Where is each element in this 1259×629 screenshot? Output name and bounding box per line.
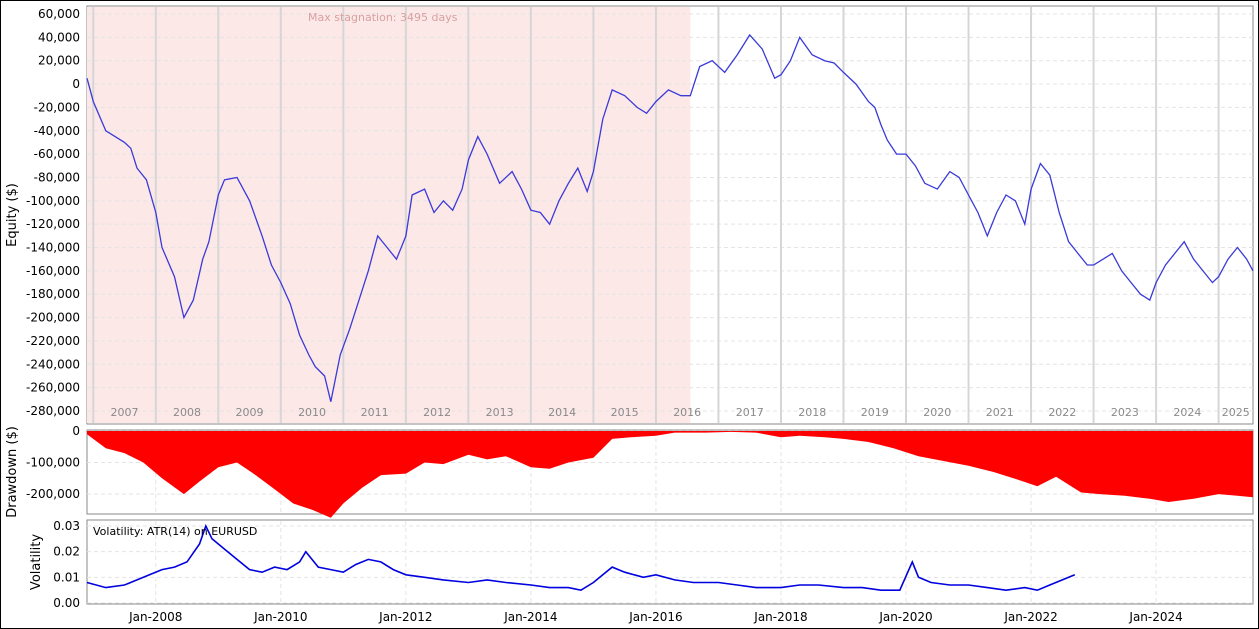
equity-panel: 2007 2008 2009 2010 2011 2012 2013 2014 2015 2016… — [5, 5, 1254, 425]
year-label: 2016 — [673, 406, 701, 419]
date-x-tick-label: Jan-2024 — [1128, 610, 1182, 624]
equity-grid — [87, 7, 1253, 423]
year-label: 2015 — [611, 406, 639, 419]
equity-y-label: Equity ($) — [5, 183, 20, 247]
volatility-y-tick-label: 0.03 — [53, 519, 80, 533]
drawdown-panel: 0 -100,000 -200,000 Drawdown ($) — [5, 424, 1254, 518]
date-x-tick-label: Jan-2010 — [253, 610, 307, 624]
date-x-tick-label: Jan-2014 — [503, 610, 557, 624]
volatility-grid — [87, 521, 1253, 604]
equity-y-tick-label: -120,000 — [26, 217, 80, 231]
drawdown-y-tick-label: 0 — [72, 424, 80, 438]
year-label: 2020 — [923, 406, 951, 419]
volatility-label: Volatility: ATR(14) on EURUSD — [93, 525, 257, 538]
date-x-tick-label: Jan-2012 — [378, 610, 432, 624]
equity-y-tick-label: -260,000 — [26, 381, 80, 395]
date-x-tick-label: Jan-2018 — [753, 610, 807, 624]
drawdown-area — [87, 431, 1253, 518]
volatility-y-tick-label: 0.00 — [53, 596, 80, 610]
year-label: 2012 — [423, 406, 451, 419]
equity-y-tick-label: 0 — [72, 77, 80, 91]
year-label: 2009 — [236, 406, 264, 419]
volatility-line — [86, 523, 1076, 592]
equity-y-tick-label: -80,000 — [34, 170, 80, 184]
date-x-tick-label: Jan-2008 — [128, 610, 182, 624]
drawdown-y-ticks: 0 -100,000 -200,000 — [26, 424, 80, 501]
equity-y-tick-label: -240,000 — [26, 357, 80, 371]
drawdown-y-label: Drawdown ($) — [5, 426, 20, 518]
equity-line — [86, 33, 1254, 402]
volatility-y-ticks: 0.03 0.02 0.01 0.00 — [53, 519, 80, 610]
equity-y-tick-label: -100,000 — [26, 194, 80, 208]
year-label: 2023 — [1111, 406, 1139, 419]
year-label: 2008 — [173, 406, 201, 419]
equity-y-tick-label: -60,000 — [34, 147, 80, 161]
date-x-ticks: Jan-2008 Jan-2010 Jan-2012 Jan-2014 Jan-2016… — [128, 610, 1183, 624]
equity-y-tick-label: -280,000 — [26, 404, 80, 418]
year-label: 2010 — [298, 406, 326, 419]
year-label: 2021 — [986, 406, 1014, 419]
equity-y-tick-label: -40,000 — [34, 124, 80, 138]
year-label: 2011 — [361, 406, 389, 419]
volatility-panel: 0.03 0.02 0.01 0.00 Jan-2008 Jan-2010 Jan-201… — [29, 519, 1254, 624]
year-label: 2025 — [1222, 406, 1250, 419]
year-label: 2024 — [1173, 406, 1201, 419]
date-x-tick-label: Jan-2016 — [628, 610, 682, 624]
date-x-tick-label: Jan-2020 — [878, 610, 932, 624]
year-label: 2017 — [736, 406, 764, 419]
equity-y-tick-label: 40,000 — [38, 30, 80, 44]
drawdown-y-tick-label: -100,000 — [26, 456, 80, 470]
year-label: 2007 — [111, 406, 139, 419]
equity-y-tick-label: 60,000 — [38, 7, 80, 21]
equity-y-tick-label: -160,000 — [26, 264, 80, 278]
volatility-plot-area — [86, 519, 1254, 605]
year-label: 2018 — [798, 406, 826, 419]
year-label: 2022 — [1048, 406, 1076, 419]
volatility-y-tick-label: 0.02 — [53, 545, 80, 559]
year-label: 2013 — [486, 406, 514, 419]
year-labels: 2007 2008 2009 2010 2011 2012 2013 2014 2015 2016… — [111, 406, 1250, 419]
volatility-y-tick-label: 0.01 — [53, 570, 80, 584]
drawdown-y-tick-label: -200,000 — [26, 487, 80, 501]
volatility-y-label: Volatility — [29, 534, 44, 590]
stagnation-region — [87, 7, 691, 423]
equity-y-tick-label: -140,000 — [26, 241, 80, 255]
year-label: 2014 — [548, 406, 576, 419]
equity-y-tick-label: 20,000 — [38, 54, 80, 68]
equity-y-tick-label: -220,000 — [26, 334, 80, 348]
equity-y-tick-label: -200,000 — [26, 311, 80, 325]
year-label: 2019 — [861, 406, 889, 419]
equity-y-tick-label: -180,000 — [26, 287, 80, 301]
stagnation-annotation: Max stagnation: 3495 days — [308, 11, 458, 24]
equity-y-ticks: 60,000 40,000 20,000 0 -20,000 -40,000 -60,000… — [26, 7, 80, 418]
date-x-tick-label: Jan-2022 — [1003, 610, 1057, 624]
equity-y-tick-label: -20,000 — [34, 100, 80, 114]
